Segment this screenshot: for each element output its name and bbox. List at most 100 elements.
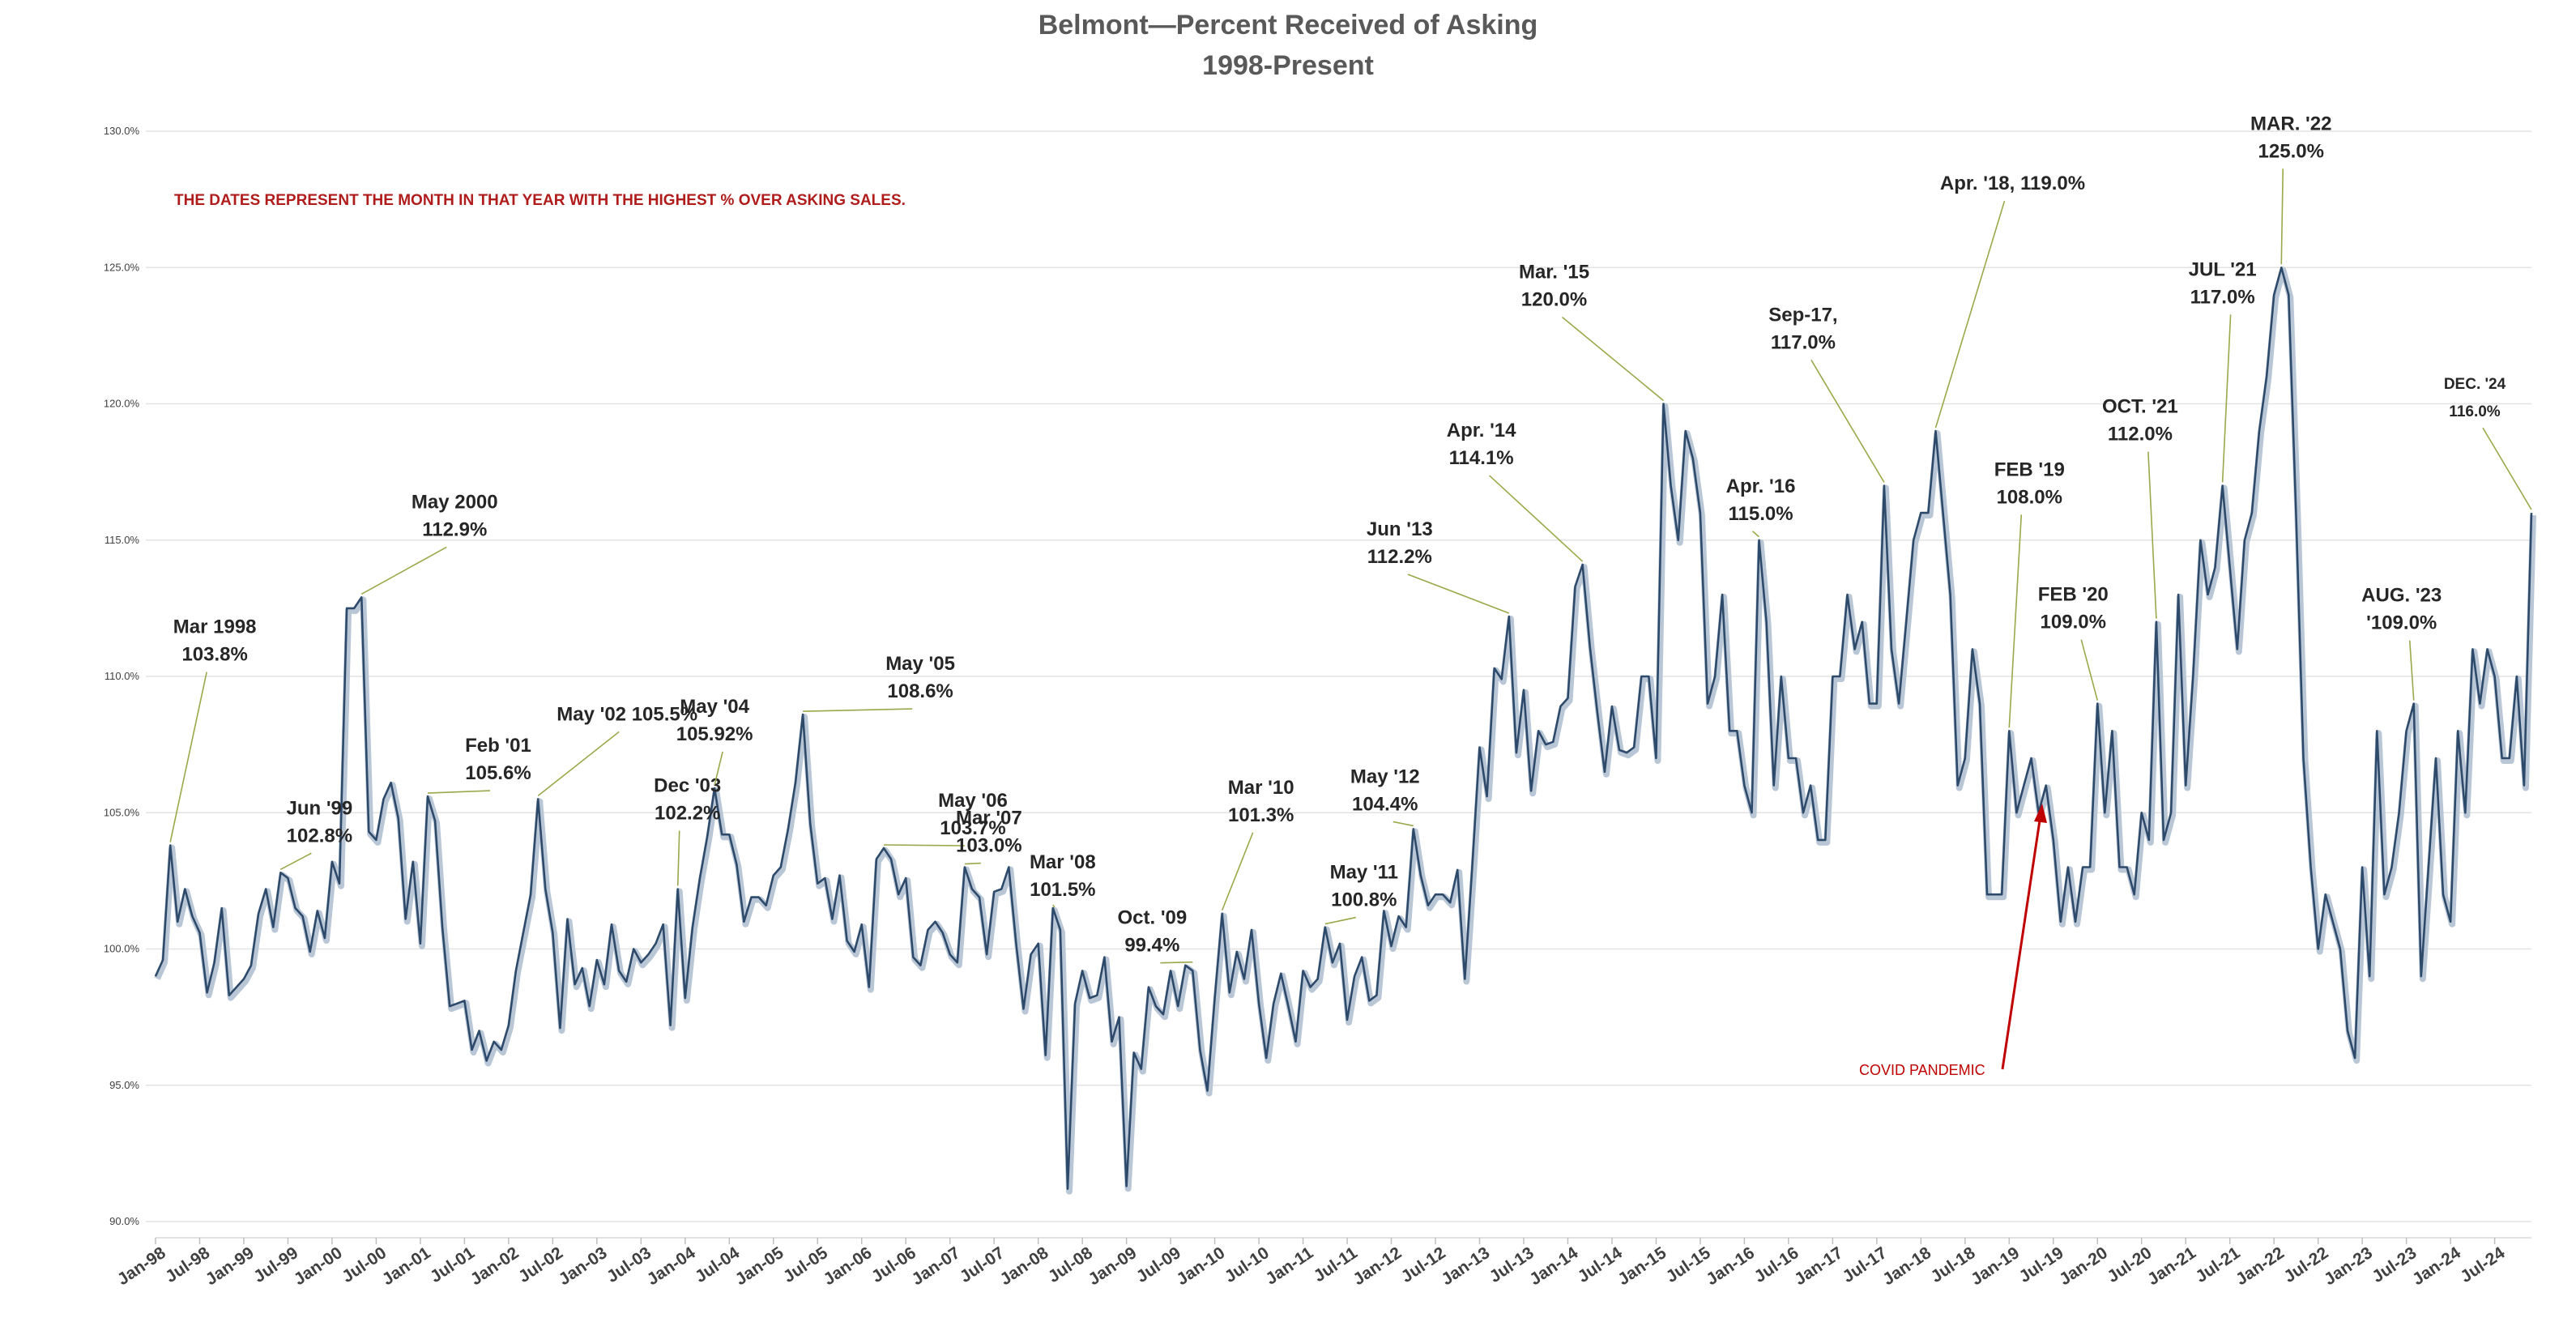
series-line bbox=[154, 267, 2533, 1190]
annotation-label: 103.8% bbox=[181, 644, 247, 666]
annotation-label: Apr. '18, 119.0% bbox=[1940, 173, 2085, 194]
annotation-leader bbox=[1934, 200, 2006, 429]
covid-arrowhead bbox=[2034, 804, 2047, 823]
annotation-label: 112.0% bbox=[2108, 424, 2173, 446]
annotation-label: 102.8% bbox=[287, 825, 352, 847]
x-tick-label: Jan-18 bbox=[1879, 1243, 1934, 1289]
annotation: Jun '99 102.8% bbox=[279, 797, 352, 870]
y-tick-label: 100.0% bbox=[104, 943, 140, 955]
annotation-label: Jun '99 bbox=[286, 797, 352, 819]
x-tick-label: Jul-13 bbox=[1486, 1243, 1537, 1286]
annotation-label: '109.0% bbox=[2366, 612, 2437, 634]
x-tick-label: Jul-09 bbox=[1133, 1243, 1184, 1286]
x-tick-label: Jan-00 bbox=[291, 1243, 346, 1289]
annotation-label: 108.6% bbox=[887, 680, 953, 702]
annotation-label: OCT. '21 bbox=[2102, 396, 2178, 418]
annotation: Dec '03 102.2% bbox=[654, 774, 721, 886]
annotation: Apr. '18, 119.0% bbox=[1934, 173, 2085, 429]
annotation-label: Sep-17, bbox=[1768, 304, 1837, 326]
annotation: MAR. '22 125.0% bbox=[2250, 113, 2331, 265]
x-tick-label: Jan-98 bbox=[114, 1243, 169, 1289]
annotation: Feb '01 105.6% bbox=[427, 735, 531, 794]
annotation-leader bbox=[676, 830, 680, 886]
annotation-label: 108.0% bbox=[1997, 486, 2062, 508]
x-tick-label: Jul-16 bbox=[1751, 1243, 1802, 1286]
annotation-label: 112.2% bbox=[1367, 546, 1432, 568]
x-tick-label: Jul-20 bbox=[2104, 1243, 2155, 1286]
annotation-label: 117.0% bbox=[1771, 331, 1836, 353]
covid-arrow bbox=[2001, 814, 2042, 1070]
annotation-leader bbox=[169, 672, 207, 842]
annotation-label: 100.8% bbox=[1331, 889, 1397, 911]
x-tick-label: Jan-22 bbox=[2233, 1243, 2288, 1289]
annotation-leader bbox=[1810, 360, 1885, 483]
x-tick-label: Jul-17 bbox=[1839, 1243, 1890, 1286]
annotation-label: 120.0% bbox=[1521, 289, 1587, 311]
covid-label: COVID PANDEMIC bbox=[1859, 1062, 1985, 1078]
x-tick-label: Jan-02 bbox=[467, 1243, 522, 1289]
y-tick-label: 125.0% bbox=[104, 261, 140, 273]
x-tick-label: Jul-07 bbox=[957, 1243, 1008, 1286]
gridlines bbox=[146, 130, 2531, 1239]
x-tick-label: Jan-14 bbox=[1526, 1243, 1581, 1289]
annotation: FEB '19 108.0% bbox=[1994, 458, 2065, 728]
annotation: AUG. '23 '109.0% bbox=[2361, 585, 2442, 701]
annotation: OCT. '21 112.0% bbox=[2102, 396, 2178, 619]
y-tick-label: 105.0% bbox=[104, 806, 140, 818]
annotation-label: 103.7% bbox=[940, 817, 1005, 839]
annotation-label: Apr. '14 bbox=[1447, 420, 1516, 441]
annotation-leader bbox=[427, 790, 491, 794]
annotation-leader bbox=[803, 708, 913, 712]
y-tick-label: 95.0% bbox=[109, 1079, 139, 1091]
annotation-leader bbox=[1407, 574, 1510, 614]
annotation-leader bbox=[2080, 639, 2099, 701]
x-tick-label: Jan-17 bbox=[1791, 1243, 1846, 1289]
annotation-leader bbox=[1221, 832, 1254, 911]
x-tick-label: Jul-00 bbox=[339, 1243, 390, 1286]
annotation-leader bbox=[537, 731, 620, 797]
x-tick-label: Jan-12 bbox=[1350, 1243, 1405, 1289]
annotation-label: 101.5% bbox=[1030, 879, 1095, 901]
annotation-label: JUL '21 bbox=[2189, 258, 2257, 280]
annotations: Mar 1998 103.8% Jun '99 102.8% May 2000 112.9… bbox=[169, 113, 2532, 964]
annotation-label: 117.0% bbox=[2190, 286, 2255, 308]
annotation: May '04 105.92% bbox=[676, 696, 753, 786]
annotation-leader bbox=[2482, 427, 2532, 510]
annotation: JUL '21 117.0% bbox=[2189, 258, 2257, 483]
annotation: Apr. '14 114.1% bbox=[1447, 420, 1584, 562]
x-tick-label: Jan-19 bbox=[1968, 1243, 2023, 1289]
x-tick-label: Jul-22 bbox=[2280, 1243, 2331, 1286]
x-tick-label: Jan-21 bbox=[2144, 1243, 2199, 1289]
chart-note: THE DATES REPRESENT THE MONTH IN THAT YE… bbox=[174, 192, 906, 209]
annotation-leader bbox=[1392, 821, 1414, 827]
annotation-label: 115.0% bbox=[1729, 503, 1793, 525]
x-tick-label: Jan-20 bbox=[2056, 1243, 2111, 1289]
annotation: Mar. '15 120.0% bbox=[1519, 262, 1665, 402]
annotation-label: Dec '03 bbox=[654, 774, 721, 796]
annotation-label: 109.0% bbox=[2041, 612, 2106, 633]
annotation-label: May '05 bbox=[885, 653, 955, 675]
annotation-leader bbox=[2280, 168, 2284, 265]
annotation-label: 99.4% bbox=[1124, 935, 1179, 957]
x-tick-label: Jan-15 bbox=[1614, 1243, 1670, 1289]
annotation-leader bbox=[883, 844, 965, 847]
annotation-leader bbox=[279, 852, 312, 870]
x-axis-ticks: Jan-98Jul-98Jan-99Jul-99Jan-00Jul-00Jan-… bbox=[114, 1238, 2509, 1289]
annotation-label: May '12 bbox=[1350, 765, 1420, 787]
x-tick-label: Jan-23 bbox=[2321, 1243, 2376, 1289]
annotation: Oct. '09 99.4% bbox=[1117, 907, 1193, 964]
series-line-shadow bbox=[154, 267, 2536, 1195]
annotation: Jun '13 112.2% bbox=[1367, 518, 1510, 614]
x-tick-label: Jan-09 bbox=[1085, 1243, 1140, 1289]
annotation-label: Mar '07 bbox=[956, 808, 1022, 829]
x-tick-label: Jan-11 bbox=[1262, 1243, 1316, 1289]
annotation-label: DEC. '24 bbox=[2444, 376, 2506, 393]
annotation-label: FEB '20 bbox=[2038, 584, 2109, 606]
x-tick-label: Jan-08 bbox=[996, 1243, 1051, 1289]
annotation-label: May '04 bbox=[680, 696, 749, 718]
annotation-label: May '02 105.5% bbox=[557, 703, 697, 725]
annotation-label: FEB '19 bbox=[1994, 458, 2065, 480]
annotation-label: Mar 1998 bbox=[173, 616, 257, 638]
annotation: May '05 108.6% bbox=[803, 653, 955, 712]
